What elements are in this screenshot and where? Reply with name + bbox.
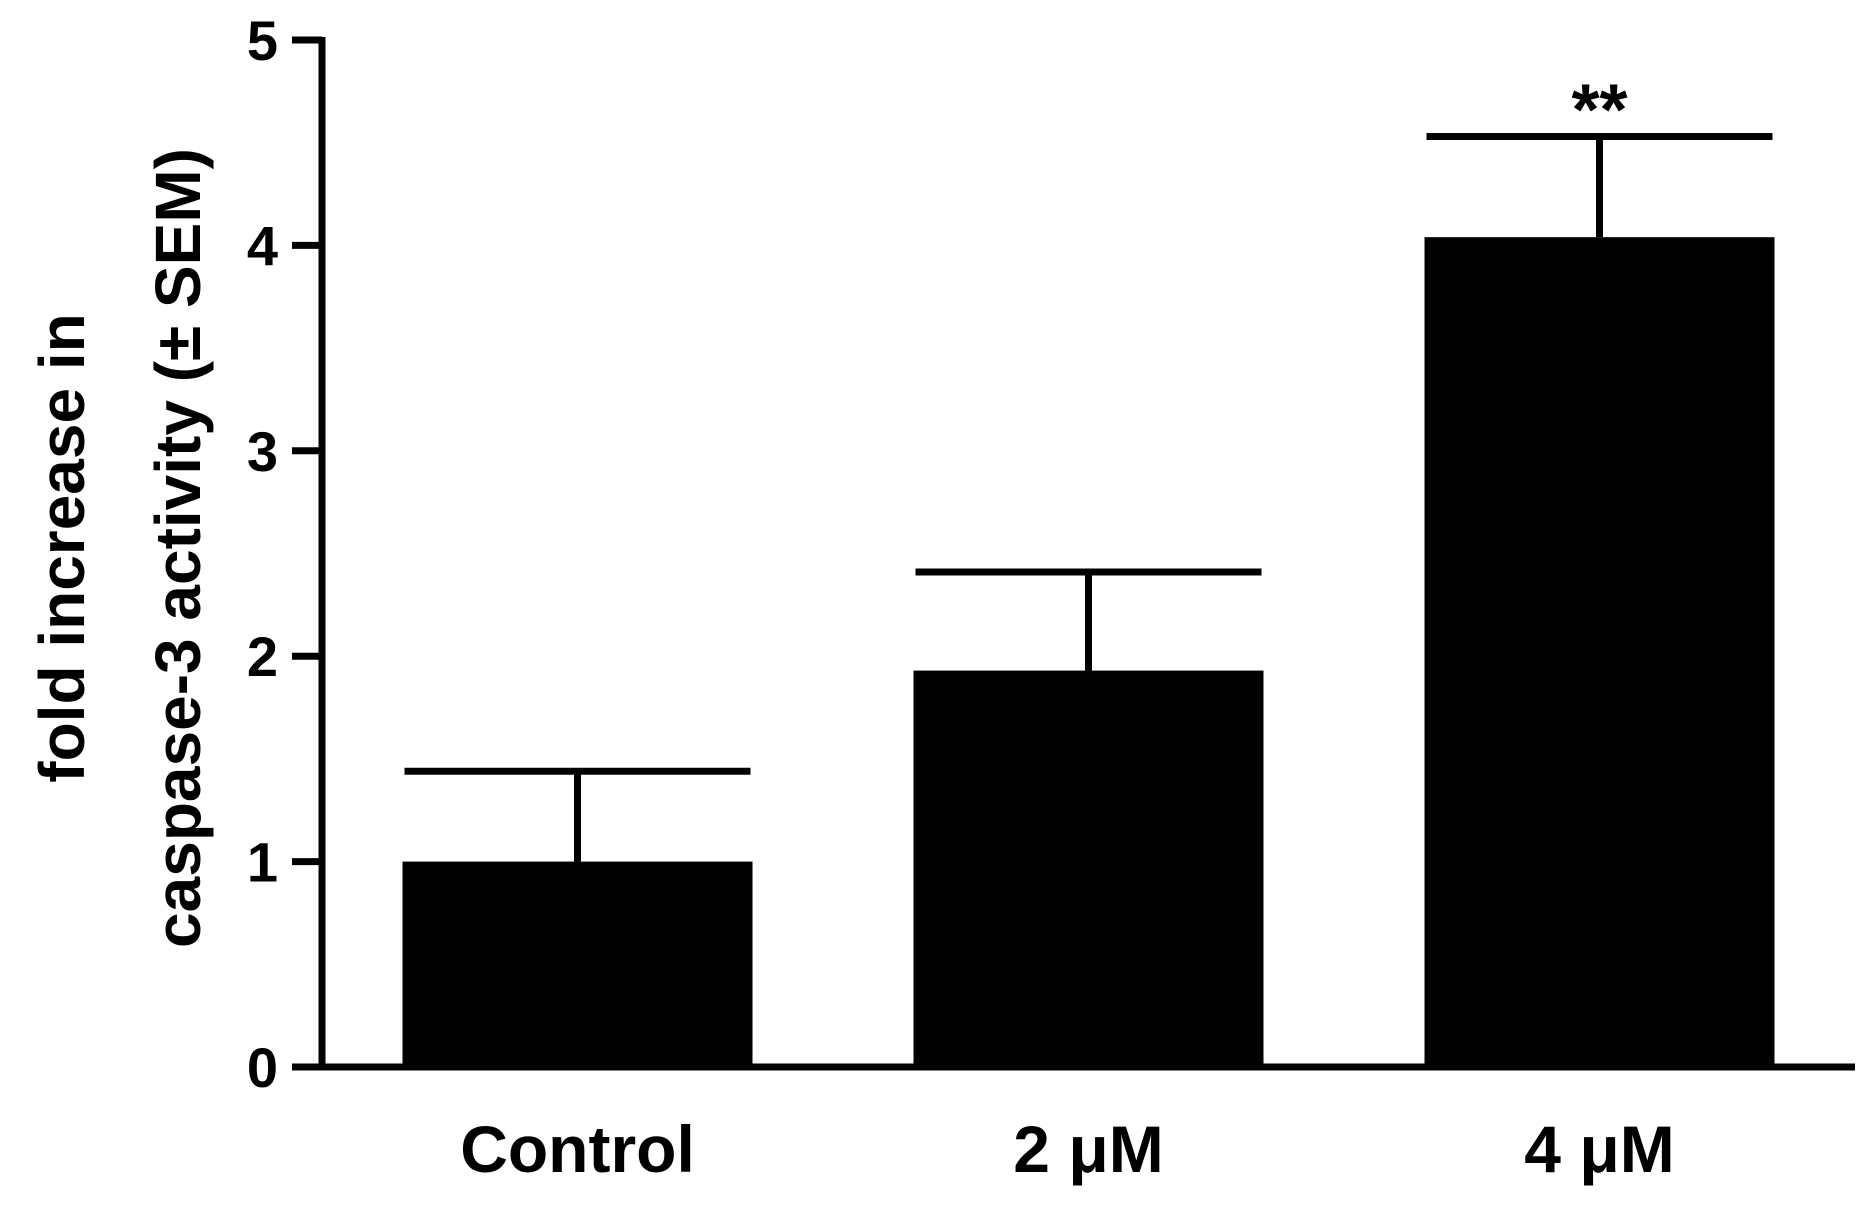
y-axis-label: fold increase in caspase-3 activity (± S… (26, 148, 214, 948)
bar (913, 670, 1264, 1067)
x-tick-label: 2 μM (1013, 1112, 1163, 1186)
y-tick-label: 1 (247, 831, 278, 894)
y-tick-label: 2 (247, 625, 278, 688)
y-tick-label: 0 (247, 1036, 278, 1099)
significance-label: ** (1571, 71, 1627, 151)
y-axis-label-line-1: fold increase in (26, 313, 98, 782)
x-tick-label: 4 μM (1524, 1112, 1674, 1186)
x-tick-label: Control (460, 1112, 695, 1186)
y-tick-label: 3 (247, 420, 278, 483)
plot-area: 0 1 2 3 4 5 Control 2 μM ** 4 μM (247, 9, 1855, 1186)
y-tick-label: 4 (247, 214, 278, 277)
bar (1424, 237, 1775, 1067)
y-axis-label-line-2: caspase-3 activity (± SEM) (142, 148, 214, 948)
y-tick-label: 5 (247, 9, 278, 72)
bar (402, 861, 753, 1067)
